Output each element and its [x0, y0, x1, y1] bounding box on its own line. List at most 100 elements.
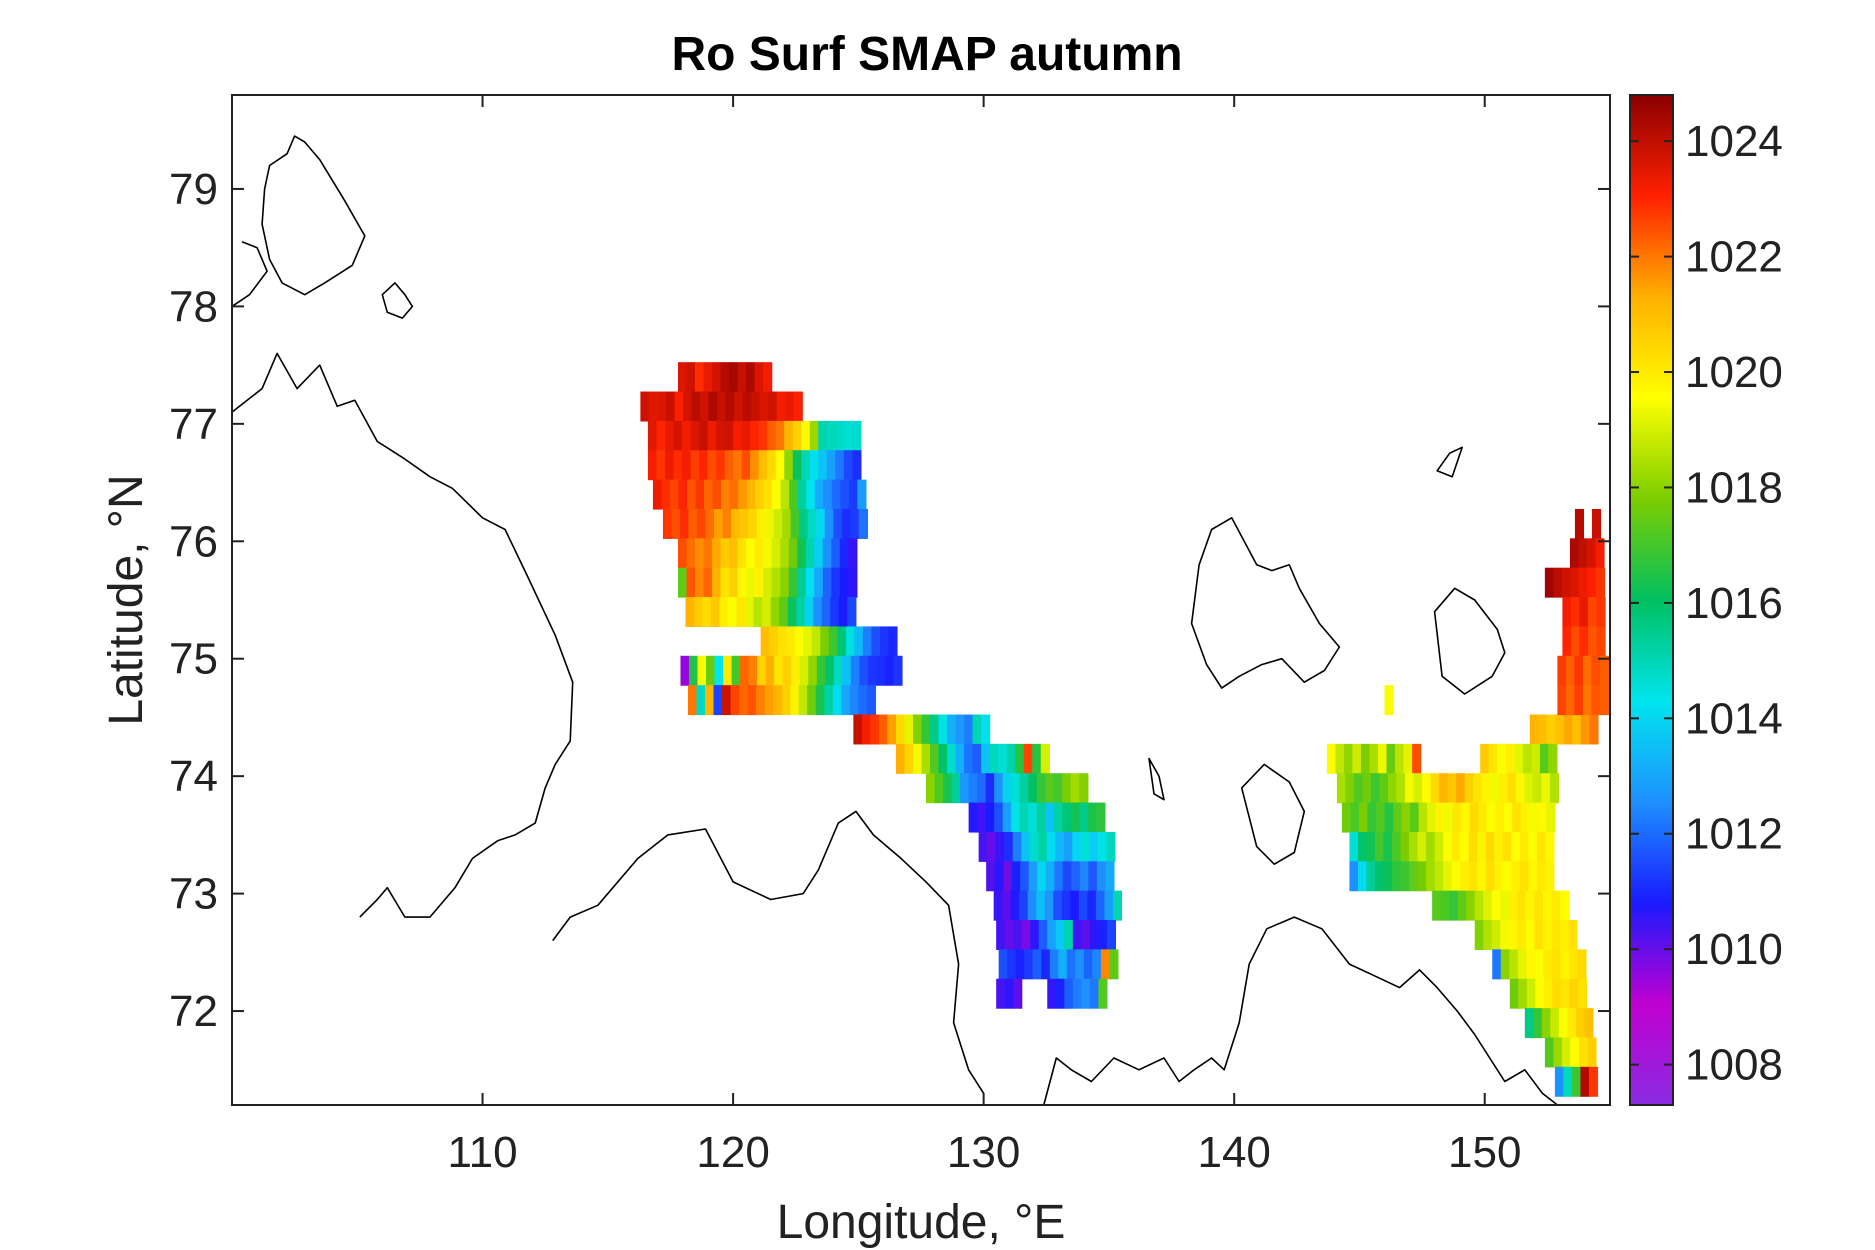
heat-cell [1007, 949, 1017, 980]
heat-cell [1055, 978, 1065, 1009]
heat-cell [978, 831, 988, 862]
heat-cell [876, 655, 886, 686]
heat-cell [1024, 949, 1034, 980]
heat-cell [1038, 831, 1048, 862]
heat-cell [1002, 773, 1012, 804]
heat-cell [814, 479, 824, 510]
coastline-north-land-1 [261, 135, 366, 296]
heat-cell [704, 479, 714, 510]
heat-cell [831, 538, 841, 569]
heat-cell [1087, 890, 1097, 921]
heat-cell [895, 743, 906, 774]
heat-cell [964, 714, 974, 745]
plot-frame [231, 94, 1611, 1106]
heat-cell [741, 420, 751, 451]
chart-title: Ro Surf SMAP autumn [671, 28, 1182, 81]
heat-cell [1477, 831, 1487, 862]
heat-cell [1357, 831, 1368, 862]
heat-cell [852, 450, 862, 481]
heat-cell [1548, 743, 1558, 774]
heat-cell [1549, 773, 1559, 804]
colorbar-tick-label: 1024 [1685, 117, 1783, 166]
heat-cell [1426, 831, 1436, 862]
heat-cell [878, 714, 889, 745]
heat-cell [780, 479, 790, 510]
heat-cell [1464, 773, 1474, 804]
heat-cell [1072, 978, 1082, 1009]
heat-cell [738, 479, 748, 510]
heat-cell [656, 450, 666, 481]
heat-cell [981, 714, 991, 745]
heat-cell [714, 508, 724, 539]
heat-cell [700, 391, 710, 422]
heat-cell [1536, 861, 1546, 892]
heat-cell [955, 714, 965, 745]
heat-cell [1053, 890, 1063, 921]
heat-cell [1023, 743, 1033, 774]
heat-cell [839, 567, 849, 598]
heat-cell [1561, 1037, 1572, 1068]
heat-cell [1401, 802, 1411, 833]
heat-cell [723, 655, 733, 686]
heat-cell [1020, 861, 1030, 892]
heat-cell [1473, 773, 1483, 804]
heat-cell [1030, 920, 1040, 950]
heat-cell [926, 773, 936, 804]
heat-cell [1105, 861, 1115, 892]
heat-cell [1546, 802, 1556, 833]
heat-cell [1591, 685, 1601, 716]
heat-cell [816, 655, 826, 686]
heat-cell [773, 508, 783, 539]
heat-cell [724, 420, 734, 451]
heat-cell [995, 831, 1005, 862]
heat-cell [1395, 743, 1405, 774]
heat-cell [848, 479, 858, 510]
heat-cell [1430, 773, 1440, 804]
heat-cell [1529, 802, 1539, 833]
heat-cell [1492, 949, 1502, 980]
heat-cell [703, 538, 713, 569]
heat-cell [773, 685, 783, 716]
heat-cell [1343, 743, 1354, 774]
heat-cell [833, 655, 843, 686]
heat-cell [686, 567, 696, 598]
heat-cell [1480, 743, 1490, 774]
heat-cell [695, 479, 705, 510]
heat-cell [1551, 949, 1561, 980]
heat-cell [1096, 861, 1106, 892]
heat-cell [1535, 978, 1545, 1009]
heat-cell [1028, 802, 1038, 833]
heat-cell [1062, 773, 1072, 804]
heat-cell [1500, 890, 1510, 921]
heat-cell [1456, 773, 1466, 804]
colorbar-gradient [1629, 94, 1674, 1106]
heat-cell [662, 508, 673, 539]
heat-cell [1029, 831, 1039, 862]
heat-cell [1011, 773, 1021, 804]
heat-cell [1517, 890, 1527, 921]
heat-cell [1497, 743, 1507, 774]
heat-cell [1089, 831, 1099, 862]
heat-cell [1366, 861, 1376, 892]
heat-cell [648, 391, 659, 422]
heat-cell [1336, 773, 1347, 804]
heat-cell [1565, 685, 1576, 716]
heat-cell [1417, 831, 1427, 862]
heat-cell [1045, 773, 1055, 804]
heat-cell [714, 655, 724, 686]
heat-cell [1468, 831, 1478, 862]
heat-cell [1443, 861, 1453, 892]
heat-cell [1358, 802, 1369, 833]
heat-cell [1483, 890, 1493, 921]
heat-cell [996, 978, 1006, 1009]
heat-cell [699, 420, 709, 451]
heat-cell [1053, 802, 1063, 833]
heat-cell [1400, 831, 1410, 862]
heat-cell [1413, 773, 1423, 804]
y-tick-label: 76 [169, 517, 218, 566]
heat-cell [804, 597, 814, 628]
heat-cell [1498, 773, 1508, 804]
heat-cell [1089, 920, 1099, 950]
colorbar-tick-label: 1012 [1685, 810, 1783, 859]
heat-cell [951, 773, 961, 804]
